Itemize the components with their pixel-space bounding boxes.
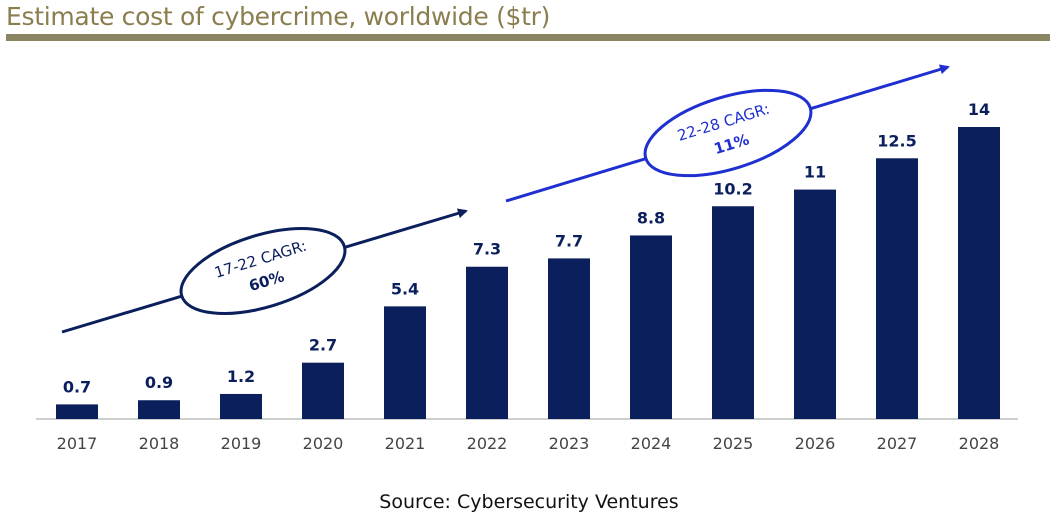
value-label-2025: 10.2	[713, 179, 752, 198]
bar-2020	[302, 362, 344, 419]
value-label-2020: 2.7	[309, 336, 337, 355]
x-tick-label-2025: 2025	[713, 434, 754, 453]
chart-title: Estimate cost of cybercrime, worldwide (…	[6, 2, 551, 31]
bar-2023	[548, 258, 590, 419]
x-tick-label-2019: 2019	[221, 434, 262, 453]
value-label-2022: 7.3	[473, 240, 501, 259]
x-tick-label-2022: 2022	[467, 434, 508, 453]
cagr-callout-2022-2028: 22-28 CAGR: 11%	[643, 88, 813, 178]
value-label-2017: 0.7	[63, 377, 91, 396]
bar-2019	[220, 393, 262, 419]
bar-2022	[466, 266, 508, 419]
value-label-2021: 5.4	[391, 279, 419, 298]
value-label-2024: 8.8	[637, 208, 665, 227]
value-label-2026: 11	[804, 163, 826, 182]
x-tick-label-2028: 2028	[959, 434, 1000, 453]
value-label-2019: 1.2	[227, 367, 255, 386]
bar-2025	[712, 206, 754, 419]
bar-2017	[56, 404, 98, 419]
x-tick-label-2023: 2023	[549, 434, 590, 453]
x-tick-label-2026: 2026	[795, 434, 836, 453]
bar-2027	[876, 158, 918, 420]
x-tick-label-2021: 2021	[385, 434, 426, 453]
bar-2024	[630, 235, 672, 419]
x-tick-label-2017: 2017	[57, 434, 98, 453]
title-underline	[6, 34, 1050, 41]
bar-2018	[138, 400, 180, 419]
value-label-2027: 12.5	[877, 131, 916, 150]
x-tick-label-2018: 2018	[139, 434, 180, 453]
bar-2026	[794, 189, 836, 419]
value-label-2023: 7.7	[555, 231, 583, 250]
source-note: Source: Cybersecurity Ventures	[379, 491, 679, 513]
x-tick-label-2020: 2020	[303, 434, 344, 453]
value-label-2028: 14	[968, 100, 990, 119]
x-tick-label-2027: 2027	[877, 434, 918, 453]
value-label-2018: 0.9	[145, 373, 173, 392]
bar-2021	[384, 306, 426, 419]
bar-chart: 0.7 0.9 1.2 2.7 5.4 7.3 7.7 8.8 10.2 11 12.5 14 201…	[36, 64, 1018, 453]
cagr-callout-2017-2022: 17-22 CAGR: 60%	[179, 227, 347, 315]
x-tick-label-2024: 2024	[631, 434, 672, 453]
bar-2028	[958, 127, 1000, 419]
